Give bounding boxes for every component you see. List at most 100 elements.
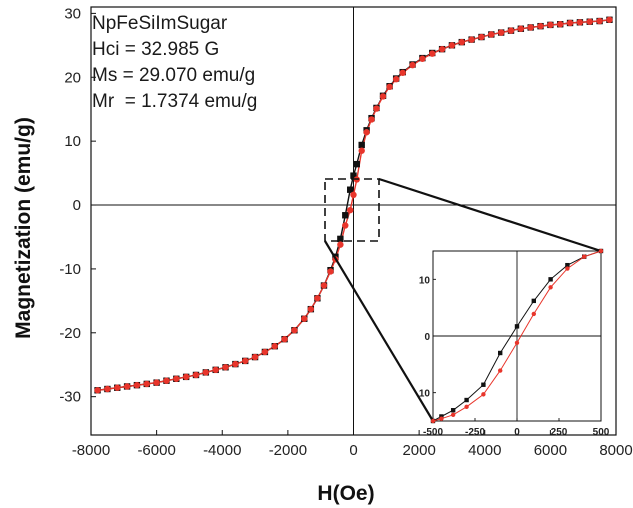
sample-name: NpFeSiImSugar [92, 13, 228, 34]
inset-x-tick-label: -250 [465, 427, 485, 438]
data-point-1 [327, 268, 334, 275]
x-tick-label: 0 [349, 442, 357, 459]
data-point-0 [347, 186, 354, 193]
inset-data-point-1 [582, 254, 587, 259]
data-point-1 [547, 21, 554, 29]
x-tick-label: 4000 [468, 442, 501, 459]
data-point-1 [429, 50, 436, 57]
data-point-1 [314, 295, 321, 302]
data-point-1 [537, 22, 544, 30]
data-point-1 [94, 387, 101, 394]
x-tick-label: -6000 [137, 442, 175, 459]
data-point-1 [202, 369, 210, 376]
data-point-1 [291, 327, 298, 334]
y-tick-label: 10 [64, 133, 81, 150]
data-point-1 [182, 373, 190, 381]
data-point-1 [271, 343, 278, 350]
inset-data-point-0 [450, 408, 456, 413]
x-tick-label: -8000 [72, 442, 110, 459]
data-point-1 [386, 83, 393, 91]
data-point-1 [566, 19, 574, 27]
data-point-1 [350, 191, 357, 199]
inset-x-tick-label: 500 [593, 427, 610, 438]
inset-y-tick-label: 10 [419, 275, 431, 286]
inset-data-point-0 [514, 324, 520, 329]
data-point-1 [320, 282, 328, 289]
data-point-1 [163, 377, 170, 384]
data-point-1 [242, 357, 249, 365]
inset-x-tick-label: 250 [551, 427, 568, 438]
data-point-1 [478, 33, 485, 41]
inset-data-point-1 [481, 392, 486, 397]
data-point-1 [468, 36, 475, 43]
data-point-1 [347, 206, 354, 214]
data-point-1 [153, 379, 160, 386]
data-point-1 [173, 375, 180, 382]
data-point-1 [143, 380, 150, 388]
inset-y-tick-label: 10 [419, 389, 431, 400]
y-tick-label: -20 [59, 325, 81, 342]
data-point-1 [301, 315, 308, 322]
data-point-1 [409, 61, 416, 69]
data-point-1 [373, 105, 380, 112]
data-point-1 [586, 18, 593, 25]
inset-data-point-1 [498, 368, 503, 373]
data-point-1 [232, 360, 239, 368]
data-point-1 [379, 93, 387, 100]
inset-data-point-1 [514, 340, 520, 345]
data-point-1 [192, 371, 200, 379]
data-point-1 [368, 116, 375, 123]
remanence-annotation: Mr = 1.7374 emu/g [92, 91, 258, 112]
inset-y-tick-label: 0 [424, 332, 430, 343]
data-point-1 [392, 75, 400, 83]
inset-x-tick-label: -500 [423, 427, 443, 438]
inset-data-point-1 [598, 248, 604, 254]
y-axis-label: Magnetization (emu/g) [12, 117, 35, 339]
y-tick-label: 0 [73, 197, 81, 214]
data-point-1 [114, 384, 121, 391]
inset-data-point-1 [548, 285, 553, 290]
data-point-1 [527, 24, 534, 31]
data-point-1 [399, 69, 406, 76]
inset-data-point-1 [430, 418, 436, 424]
x-tick-label: 8000 [599, 442, 632, 459]
data-point-1 [517, 25, 525, 32]
inset-data-point-0 [498, 350, 503, 356]
data-point-0 [342, 212, 349, 219]
data-point-1 [488, 31, 495, 38]
data-point-1 [419, 55, 426, 62]
inset-data-point-0 [439, 414, 444, 419]
data-point-1 [251, 353, 259, 361]
data-point-1 [596, 17, 603, 25]
inset-data-point-0 [565, 262, 570, 268]
zoom-region-box [324, 178, 380, 242]
y-tick-label: -30 [59, 389, 81, 406]
data-point-0 [353, 160, 360, 168]
inset-data-point-0 [531, 298, 536, 304]
data-point-1 [497, 29, 505, 36]
saturation-annotation: Ms = 29.070 emu/g [92, 65, 256, 86]
inset-data-point-0 [481, 382, 486, 387]
data-point-0 [337, 235, 344, 243]
inset-data-point-1 [450, 412, 456, 417]
data-point-1 [307, 305, 315, 313]
data-point-1 [281, 335, 288, 343]
data-point-1 [337, 241, 344, 248]
inset-data-point-1 [439, 416, 444, 421]
data-point-1 [557, 21, 564, 28]
coercivity-annotation: Hci = 32.985 G [92, 39, 220, 60]
x-tick-label: 6000 [534, 442, 567, 459]
x-tick-label: -4000 [203, 442, 241, 459]
inset-x-tick-label: 0 [514, 427, 520, 438]
y-tick-label: -10 [59, 261, 81, 278]
x-tick-label: 2000 [402, 442, 435, 459]
data-point-1 [104, 385, 111, 393]
data-point-1 [507, 27, 515, 34]
inset-data-point-1 [531, 311, 536, 317]
inset-data-point-1 [565, 266, 570, 271]
x-tick-label: -2000 [269, 442, 307, 459]
data-point-1 [222, 364, 229, 371]
data-point-1 [363, 129, 370, 136]
x-axis-label: H(Oe) [317, 482, 374, 505]
